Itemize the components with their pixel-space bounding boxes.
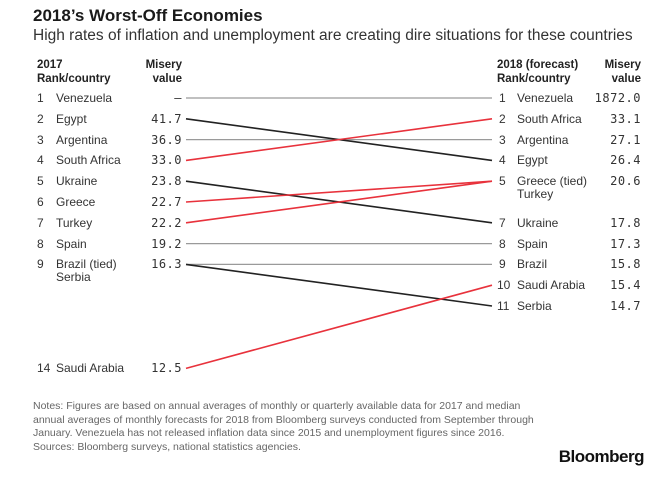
left-rank-header: 2017 Rank/country — [37, 58, 111, 86]
right-rank: 3 — [499, 132, 506, 147]
right-country: Ukraine — [517, 215, 559, 230]
left-value: 22.7 — [151, 195, 182, 209]
right-country: Greece (tied) — [517, 174, 588, 189]
right-value: 33.1 — [610, 111, 641, 126]
right-country: Serbia — [517, 299, 552, 313]
right-value: 15.4 — [610, 278, 641, 293]
left-rank: 3 — [37, 132, 44, 147]
left-value: 16.3 — [151, 257, 182, 272]
right-rank: 5 — [499, 174, 506, 189]
right-value: 14.7 — [610, 299, 641, 313]
left-rank: 6 — [37, 195, 44, 209]
right-country-tied: Turkey — [517, 187, 554, 202]
left-value: 41.7 — [151, 111, 182, 126]
right-rank: 11 — [497, 299, 510, 313]
right-value: 17.8 — [610, 215, 641, 230]
chart-title: 2018’s Worst-Off Economies — [33, 6, 263, 25]
right-value: 1872.0 — [594, 91, 641, 105]
left-rank: 14 — [37, 361, 51, 376]
right-rank: 9 — [499, 257, 506, 272]
right-rank: 10 — [497, 278, 511, 293]
left-value: 12.5 — [151, 361, 182, 376]
left-country: Egypt — [56, 111, 87, 126]
chart-notes: Notes: Figures are based on annual avera… — [33, 400, 553, 454]
left-rank: 7 — [37, 215, 44, 230]
left-rank: 1 — [37, 91, 44, 105]
left-value: 19.2 — [151, 236, 182, 251]
right-country: Egypt — [517, 153, 548, 168]
left-country: Turkey — [56, 215, 93, 230]
sources-text: Sources: Bloomberg surveys, national sta… — [33, 440, 301, 453]
left-country: Ukraine — [56, 174, 98, 189]
left-country: Argentina — [56, 132, 108, 147]
left-country: Spain — [56, 236, 87, 251]
left-rank: 5 — [37, 174, 44, 189]
left-rank: 8 — [37, 236, 44, 251]
left-rank: 4 — [37, 153, 44, 168]
right-country: Spain — [517, 236, 548, 251]
right-value: 15.8 — [610, 257, 641, 272]
left-rank: 9 — [37, 257, 44, 272]
slope-line-turkey — [185, 180, 493, 224]
left-country: Saudi Arabia — [56, 361, 125, 376]
right-value-header-line2: value — [611, 73, 641, 85]
notes-text: Notes: Figures are based on annual avera… — [33, 400, 534, 439]
right-country: South Africa — [517, 111, 582, 126]
left-value-header-line2: value — [152, 73, 182, 85]
right-rank-header-label: Rank/country — [497, 73, 571, 85]
right-country: Argentina — [517, 132, 569, 147]
chart-subtitle: High rates of inflation and unemployment… — [33, 27, 633, 44]
right-rank: 1 — [499, 91, 506, 105]
left-value: 36.9 — [151, 132, 182, 147]
bloomberg-logo: Bloomberg — [558, 447, 645, 466]
left-value: 22.2 — [151, 215, 182, 230]
right-value-header-line1: Misery — [604, 59, 641, 71]
left-rank: 2 — [37, 111, 44, 126]
left-value-header: Misery value — [122, 58, 182, 86]
left-rank-header-label: Rank/country — [37, 73, 111, 85]
right-country: Saudi Arabia — [517, 278, 586, 293]
left-country: Brazil (tied) — [56, 257, 117, 272]
slope-line-saudi-arabia — [185, 284, 493, 370]
right-country: Brazil — [517, 257, 548, 272]
right-rank: 8 — [499, 236, 506, 251]
right-value-header: Misery value — [580, 58, 641, 86]
right-rank: 4 — [499, 153, 506, 168]
right-rank: 2 — [499, 111, 506, 126]
left-value-header-line1: Misery — [145, 59, 182, 71]
left-country: South Africa — [56, 153, 121, 168]
left-country: Venezuela — [56, 91, 113, 105]
right-rank: 7 — [499, 215, 506, 230]
left-value: 33.0 — [151, 153, 182, 168]
right-country: Venezuela — [517, 91, 574, 105]
right-rank-header-year: 2018 (forecast) — [497, 59, 579, 71]
left-rank-header-year: 2017 — [37, 59, 63, 71]
left-country: Greece — [56, 195, 96, 209]
slope-line-south-africa — [185, 118, 493, 162]
right-value: 26.4 — [610, 153, 641, 168]
slope-line-greece — [185, 180, 493, 203]
left-value: 23.8 — [151, 174, 182, 189]
slope-line-serbia — [185, 263, 493, 307]
left-value: – — [174, 91, 182, 105]
right-value: 20.6 — [610, 174, 641, 189]
right-value: 17.3 — [610, 236, 641, 251]
left-country-tied: Serbia — [56, 270, 91, 285]
right-rank-header: 2018 (forecast) Rank/country — [497, 58, 578, 86]
right-value: 27.1 — [610, 132, 641, 147]
